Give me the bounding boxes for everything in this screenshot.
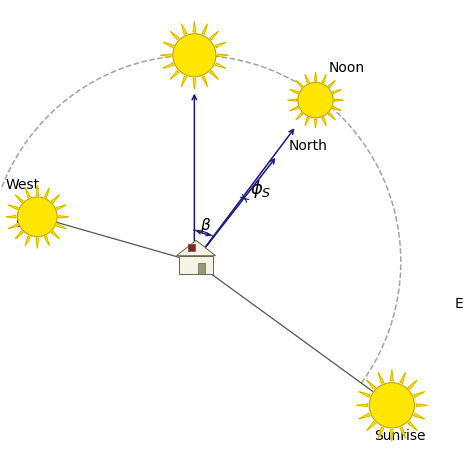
Text: West: West <box>6 178 40 192</box>
Polygon shape <box>52 231 59 239</box>
Text: $\phi_S$: $\phi_S$ <box>250 178 272 200</box>
Polygon shape <box>45 236 49 246</box>
Polygon shape <box>322 74 326 83</box>
Polygon shape <box>335 99 344 101</box>
Polygon shape <box>182 24 187 34</box>
Polygon shape <box>315 72 317 81</box>
Polygon shape <box>391 370 393 381</box>
Polygon shape <box>15 195 23 202</box>
Text: North: North <box>289 139 328 154</box>
Polygon shape <box>56 224 66 229</box>
Polygon shape <box>366 421 375 430</box>
Polygon shape <box>45 188 49 198</box>
Polygon shape <box>193 21 196 32</box>
Polygon shape <box>59 216 69 218</box>
Polygon shape <box>198 263 205 273</box>
Polygon shape <box>400 428 405 438</box>
Circle shape <box>369 383 414 428</box>
Text: set: set <box>15 216 36 230</box>
Polygon shape <box>408 380 417 389</box>
Polygon shape <box>356 404 367 407</box>
Polygon shape <box>322 118 326 126</box>
Polygon shape <box>400 372 405 383</box>
Polygon shape <box>9 224 18 229</box>
Text: E: E <box>455 297 464 311</box>
Polygon shape <box>182 76 187 87</box>
Circle shape <box>298 82 333 118</box>
Polygon shape <box>366 380 375 389</box>
Polygon shape <box>202 76 208 87</box>
Polygon shape <box>315 119 317 128</box>
Polygon shape <box>359 413 370 419</box>
Polygon shape <box>160 54 171 56</box>
Polygon shape <box>25 188 30 198</box>
Circle shape <box>173 34 216 77</box>
Polygon shape <box>215 63 226 68</box>
Polygon shape <box>36 238 38 248</box>
Polygon shape <box>25 236 30 246</box>
Polygon shape <box>290 90 298 94</box>
Polygon shape <box>328 113 335 120</box>
Polygon shape <box>6 216 16 218</box>
Polygon shape <box>176 240 216 255</box>
Text: $\beta$: $\beta$ <box>201 216 212 235</box>
Polygon shape <box>378 428 384 438</box>
Polygon shape <box>305 74 309 83</box>
Polygon shape <box>193 79 196 89</box>
Polygon shape <box>414 413 425 419</box>
Polygon shape <box>218 54 228 56</box>
Polygon shape <box>179 255 213 273</box>
Polygon shape <box>56 205 66 210</box>
Polygon shape <box>36 185 38 195</box>
Polygon shape <box>210 31 219 40</box>
Polygon shape <box>15 231 23 239</box>
Polygon shape <box>408 421 417 430</box>
Polygon shape <box>305 118 309 126</box>
Circle shape <box>18 197 57 237</box>
Polygon shape <box>290 107 298 111</box>
Text: Sunrise: Sunrise <box>374 429 425 444</box>
Polygon shape <box>328 81 335 87</box>
Polygon shape <box>188 244 195 251</box>
Polygon shape <box>296 113 303 120</box>
Polygon shape <box>359 392 370 397</box>
Polygon shape <box>288 99 297 101</box>
Polygon shape <box>9 205 18 210</box>
Polygon shape <box>163 63 173 68</box>
Polygon shape <box>296 81 303 87</box>
Polygon shape <box>210 71 219 79</box>
Polygon shape <box>416 404 428 407</box>
Text: Noon: Noon <box>329 62 365 75</box>
Polygon shape <box>414 392 425 397</box>
Polygon shape <box>333 107 341 111</box>
Polygon shape <box>378 372 384 383</box>
Polygon shape <box>163 42 173 47</box>
Polygon shape <box>333 90 341 94</box>
Polygon shape <box>52 195 59 202</box>
Polygon shape <box>215 42 226 47</box>
Polygon shape <box>170 71 179 79</box>
Polygon shape <box>391 430 393 441</box>
Polygon shape <box>202 24 208 34</box>
Polygon shape <box>170 31 179 40</box>
